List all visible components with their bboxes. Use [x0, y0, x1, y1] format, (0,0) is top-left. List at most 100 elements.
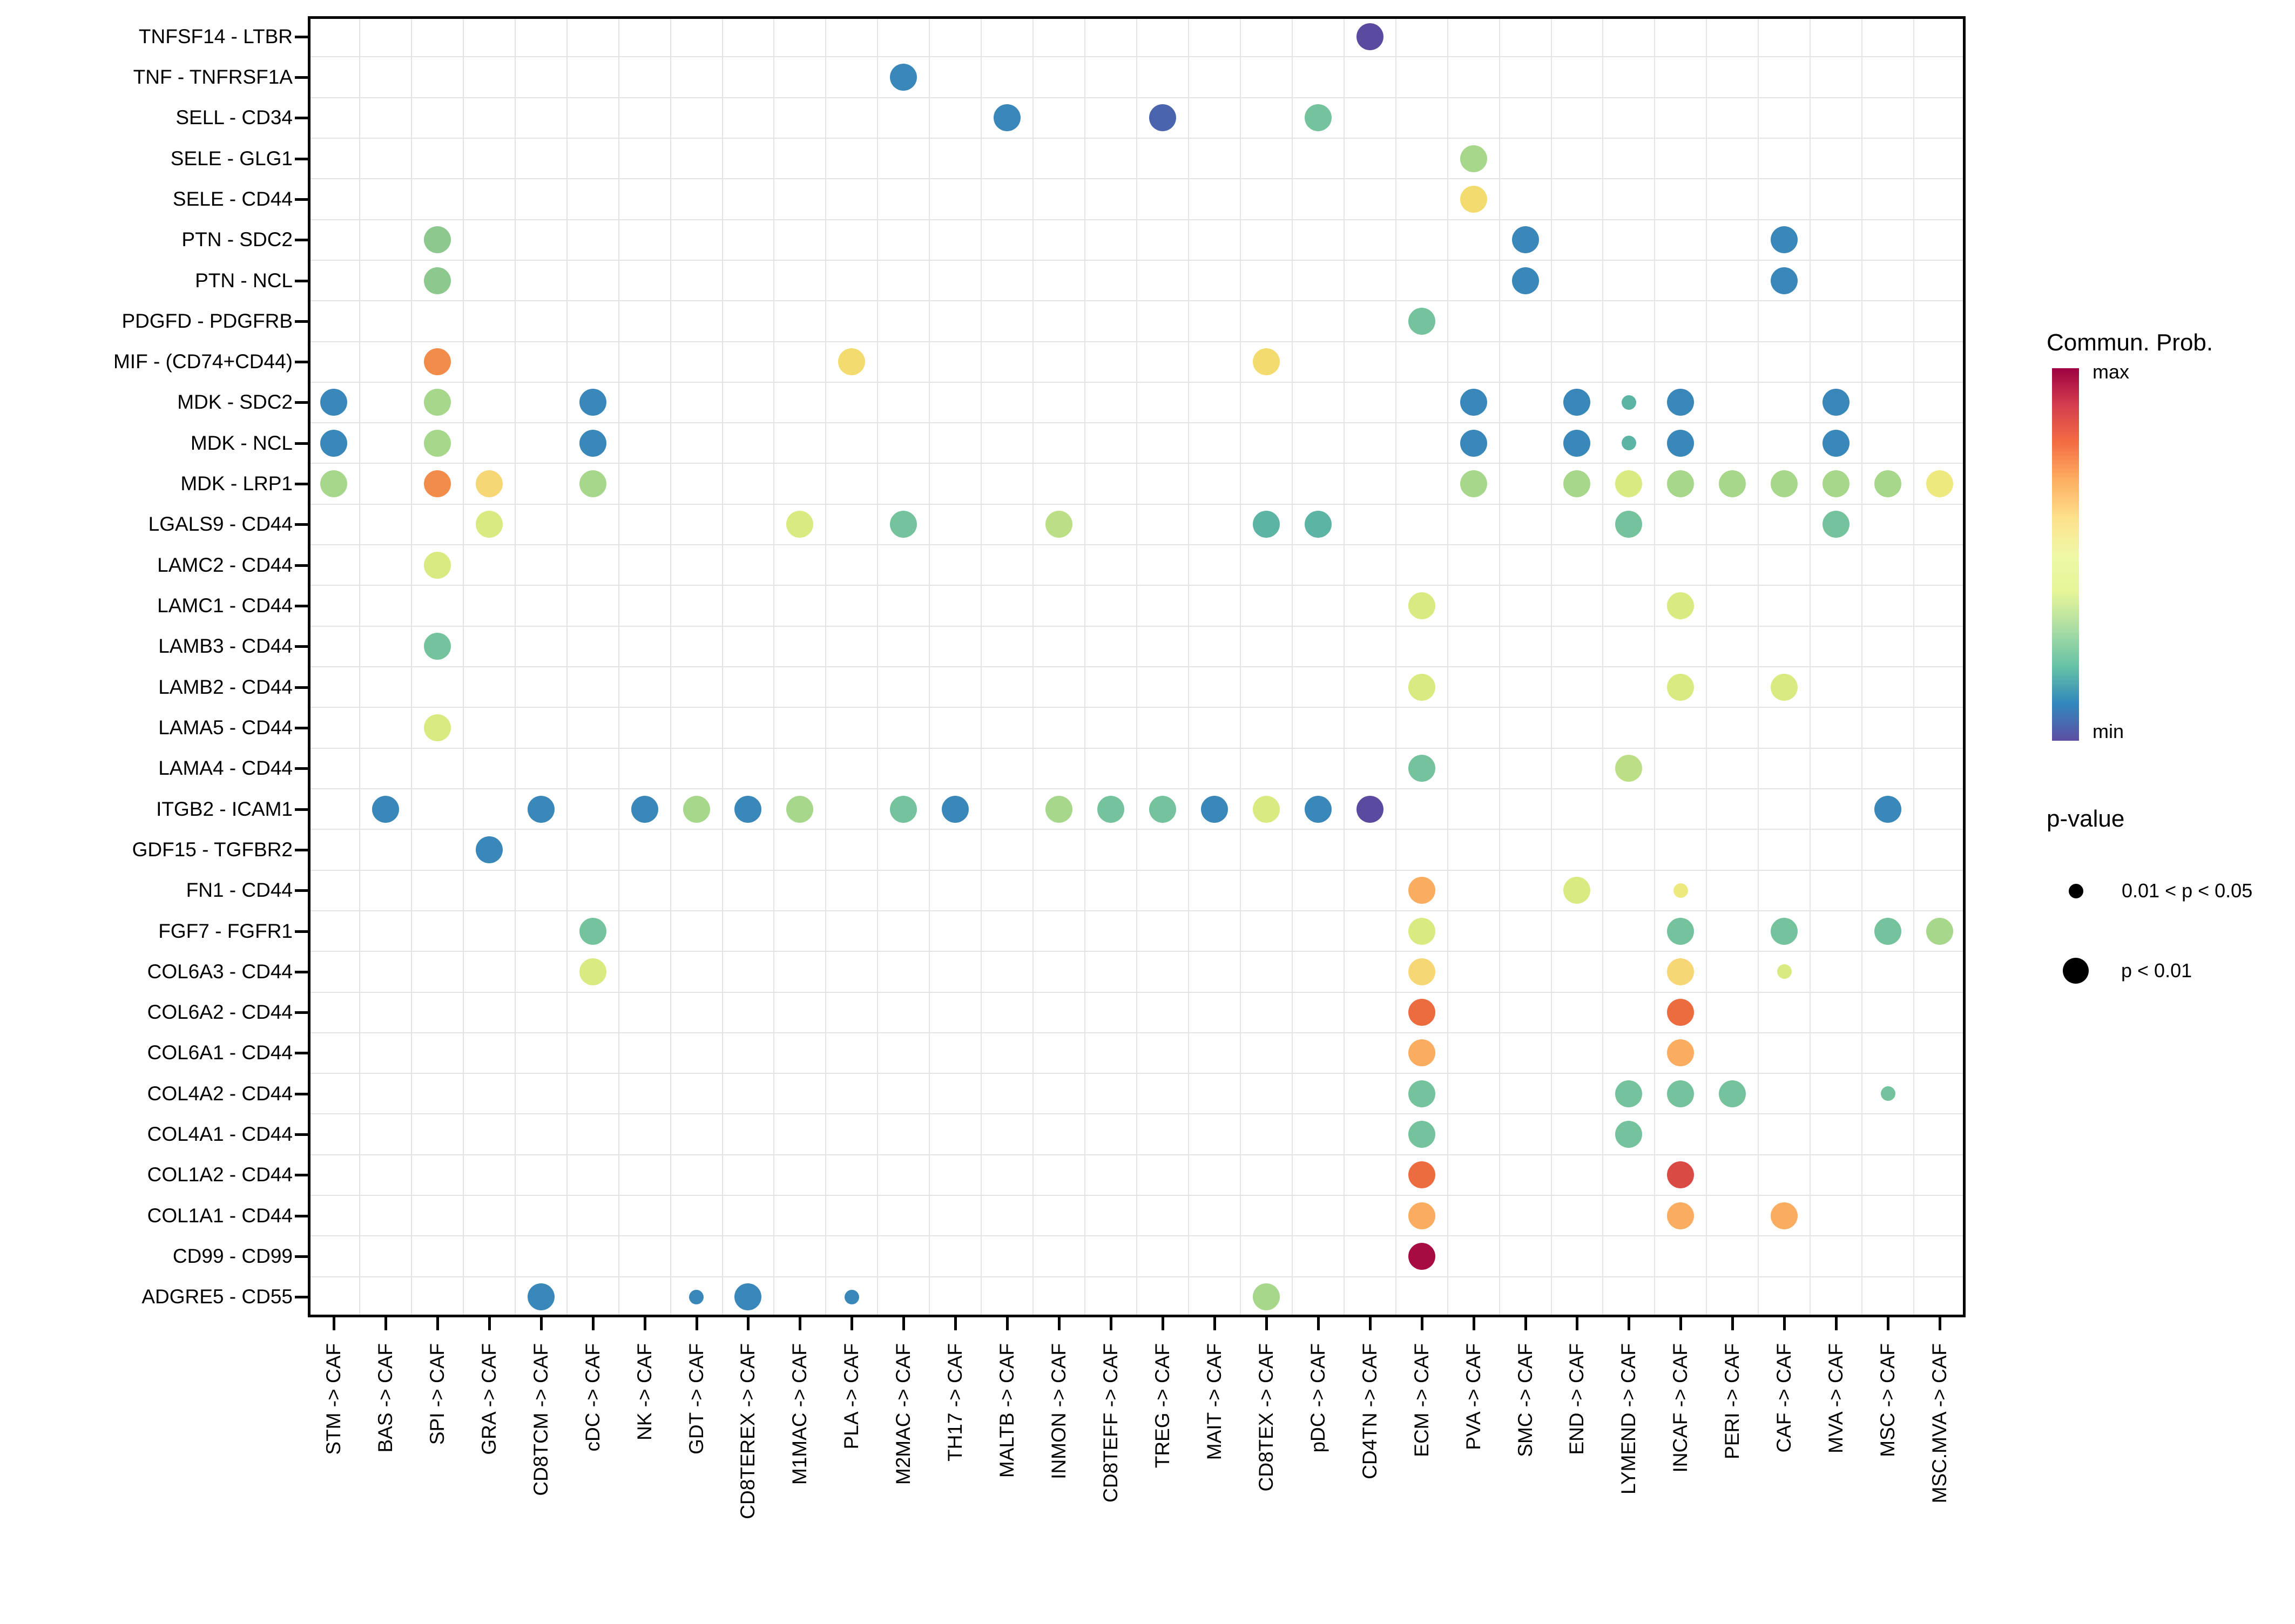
y-axis-label: ADGRE5 - CD55 — [141, 1285, 293, 1308]
axis-tick — [295, 726, 308, 729]
size-legend-label: p < 0.01 — [2121, 959, 2192, 982]
data-point — [1563, 389, 1591, 416]
data-point — [1408, 673, 1435, 701]
data-point — [1771, 673, 1798, 701]
gridline — [308, 1154, 1966, 1155]
gridline — [308, 503, 1966, 505]
data-point — [1667, 673, 1695, 701]
plot-panel — [308, 16, 1966, 1317]
axis-tick — [295, 401, 308, 404]
data-point — [1252, 795, 1280, 823]
data-point — [1719, 1080, 1746, 1107]
x-axis-label: TREG -> CAF — [1151, 1343, 1173, 1469]
data-point — [372, 795, 399, 823]
gridline — [308, 1073, 1966, 1074]
x-axis-label: MSC.MVA -> CAF — [1928, 1343, 1951, 1504]
axis-tick — [295, 117, 308, 120]
y-axis-label: COL4A1 - CD44 — [147, 1123, 293, 1146]
gridline — [308, 381, 1966, 383]
data-point — [1823, 389, 1850, 416]
data-point — [423, 633, 451, 660]
x-axis-label: GDT -> CAF — [685, 1343, 707, 1454]
data-point — [1667, 917, 1695, 945]
axis-tick — [1887, 1317, 1890, 1330]
axis-tick — [295, 930, 308, 933]
data-point — [1460, 429, 1487, 457]
axis-tick — [1213, 1317, 1216, 1330]
axis-tick — [295, 1174, 308, 1177]
axis-tick — [1783, 1317, 1786, 1330]
data-point — [423, 551, 451, 579]
colorbar-max-label: max — [2092, 361, 2130, 383]
axis-tick — [1472, 1317, 1475, 1330]
data-point — [1615, 1121, 1643, 1148]
x-axis-label: MAIT -> CAF — [1203, 1343, 1225, 1460]
data-point — [423, 389, 451, 416]
y-axis-label: COL6A3 - CD44 — [147, 960, 293, 983]
data-point — [890, 795, 917, 823]
data-point — [1615, 755, 1643, 782]
gridline — [308, 178, 1966, 180]
axis-tick — [1835, 1317, 1838, 1330]
data-point — [1615, 470, 1643, 498]
data-point — [1408, 592, 1435, 620]
data-point — [1511, 267, 1539, 294]
data-point — [1408, 1121, 1435, 1148]
gridline — [308, 666, 1966, 667]
x-axis-label: INMON -> CAF — [1048, 1343, 1070, 1479]
x-axis-label: MSC -> CAF — [1877, 1343, 1899, 1457]
gridline — [308, 910, 1966, 911]
data-point — [683, 795, 710, 823]
data-point — [1408, 917, 1435, 945]
axis-tick — [295, 970, 308, 973]
axis-tick — [295, 76, 308, 79]
data-point — [320, 429, 347, 457]
axis-tick — [1317, 1317, 1320, 1330]
gridline — [308, 829, 1966, 830]
y-axis-label: PTN - NCL — [195, 269, 293, 292]
gridline — [308, 707, 1966, 708]
y-axis-label: COL6A2 - CD44 — [147, 1001, 293, 1024]
y-axis-label: CD99 - CD99 — [172, 1245, 293, 1268]
x-axis-label: STM -> CAF — [322, 1343, 345, 1455]
data-point — [1615, 511, 1643, 538]
gridline — [308, 137, 1966, 139]
data-point — [423, 429, 451, 457]
y-axis-label: SELE - GLG1 — [170, 147, 293, 170]
axis-tick — [539, 1317, 543, 1330]
size-legend-item-large: p < 0.01 — [2063, 955, 2192, 987]
data-point — [1408, 1243, 1435, 1270]
data-point — [1673, 883, 1688, 898]
gridline — [308, 1032, 1966, 1033]
gridline — [308, 747, 1966, 749]
y-axis-label: LAMC2 - CD44 — [157, 553, 293, 576]
data-point — [1926, 917, 1954, 945]
data-point — [1304, 511, 1332, 538]
x-axis-label: MVA -> CAF — [1825, 1343, 1847, 1453]
axis-tick — [295, 1133, 308, 1136]
x-axis-label: CD8TEFF -> CAF — [1099, 1343, 1122, 1503]
y-axis-label: LAMB2 - CD44 — [158, 675, 293, 698]
data-point — [1511, 226, 1539, 254]
large-dot-icon — [2063, 958, 2089, 984]
data-point — [1200, 795, 1228, 823]
data-point — [1621, 436, 1636, 451]
axis-tick — [332, 1317, 335, 1330]
data-point — [631, 795, 658, 823]
data-point — [527, 795, 555, 823]
data-point — [890, 63, 917, 91]
gridline — [308, 1195, 1966, 1196]
data-point — [1823, 470, 1850, 498]
gridline — [308, 1113, 1966, 1115]
y-axis-label: COL1A1 - CD44 — [147, 1204, 293, 1227]
data-point — [423, 714, 451, 741]
data-point — [579, 958, 606, 985]
x-axis-label: INCAF -> CAF — [1669, 1343, 1692, 1473]
data-point — [1408, 1080, 1435, 1107]
data-point — [1149, 795, 1176, 823]
y-axis-label: TNFSF14 - LTBR — [138, 25, 293, 48]
y-axis-label: MDK - NCL — [190, 431, 293, 454]
x-axis-label: MALTB -> CAF — [996, 1343, 1018, 1478]
x-axis-label: M1MAC -> CAF — [788, 1343, 811, 1485]
data-point — [1667, 958, 1695, 985]
